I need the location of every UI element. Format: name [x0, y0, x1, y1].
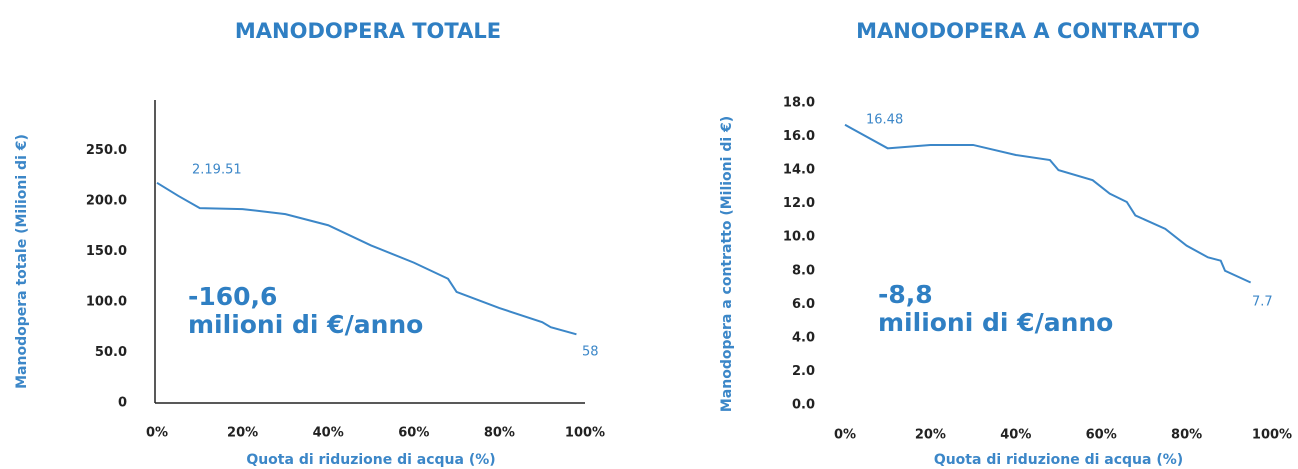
annotation: 7.7: [1252, 295, 1273, 310]
x-axis-label: Quota di riduzione di acqua (%): [246, 452, 495, 468]
y-tick-label: 16.0: [783, 129, 815, 144]
annotation: milioni di €/anno: [188, 310, 423, 339]
y-tick-label: 8.0: [792, 263, 815, 278]
y-tick-label: 14.0: [783, 163, 815, 178]
x-tick-label: 60%: [1086, 428, 1117, 443]
y-tick-label: 2.0: [792, 364, 815, 379]
y-axis-label: Manodopera a contratto (Milioni di €): [719, 116, 735, 412]
annotation: -8,8: [878, 280, 933, 309]
x-tick-label: 0%: [834, 428, 856, 443]
x-tick-label: 60%: [398, 426, 429, 441]
line: [156, 181, 577, 336]
x-tick-label: 0%: [146, 426, 168, 441]
y-tick-label: 12.0: [783, 196, 815, 211]
x-tick-label: 20%: [227, 426, 258, 441]
x-tick-label: 100%: [1252, 428, 1292, 443]
y-tick-label: 10.0: [783, 230, 815, 245]
y-tick-label: 18.0: [783, 96, 815, 111]
y-tick-label: 6.0: [792, 297, 815, 312]
y-tick-label: 4.0: [792, 330, 815, 345]
y-tick-label: 50.0: [95, 345, 127, 360]
x-tick-label: 20%: [915, 428, 946, 443]
y-tick-label: 150.0: [86, 244, 127, 259]
annotation: 2.19.51: [192, 163, 242, 178]
y-tick-label: 0.0: [792, 398, 815, 413]
y-tick-label: 200.0: [86, 194, 127, 209]
y-tick-label: 250.0: [86, 143, 127, 158]
annotation: -160,6: [188, 282, 277, 311]
x-axis-label: Quota di riduzione di acqua (%): [934, 452, 1183, 468]
line: [844, 123, 1252, 284]
chart-title: MANODOPERA A CONTRATTO: [856, 19, 1200, 43]
annotation: 58: [582, 345, 599, 360]
annotation: milioni di €/anno: [878, 308, 1113, 337]
y-axis-label: Manodopera totale (Milioni di €): [14, 134, 30, 389]
x-tick-label: 80%: [1171, 428, 1202, 443]
x-tick-label: 40%: [313, 426, 344, 441]
x-tick-label: 40%: [1000, 428, 1031, 443]
x-tick-label: 100%: [565, 426, 605, 441]
x-tick-label: 80%: [484, 426, 515, 441]
y-tick-label: 100.0: [86, 295, 127, 310]
chart-title: MANODOPERA TOTALE: [235, 19, 501, 43]
y-tick-label: 0: [118, 396, 127, 411]
annotation: 16.48: [866, 113, 903, 128]
